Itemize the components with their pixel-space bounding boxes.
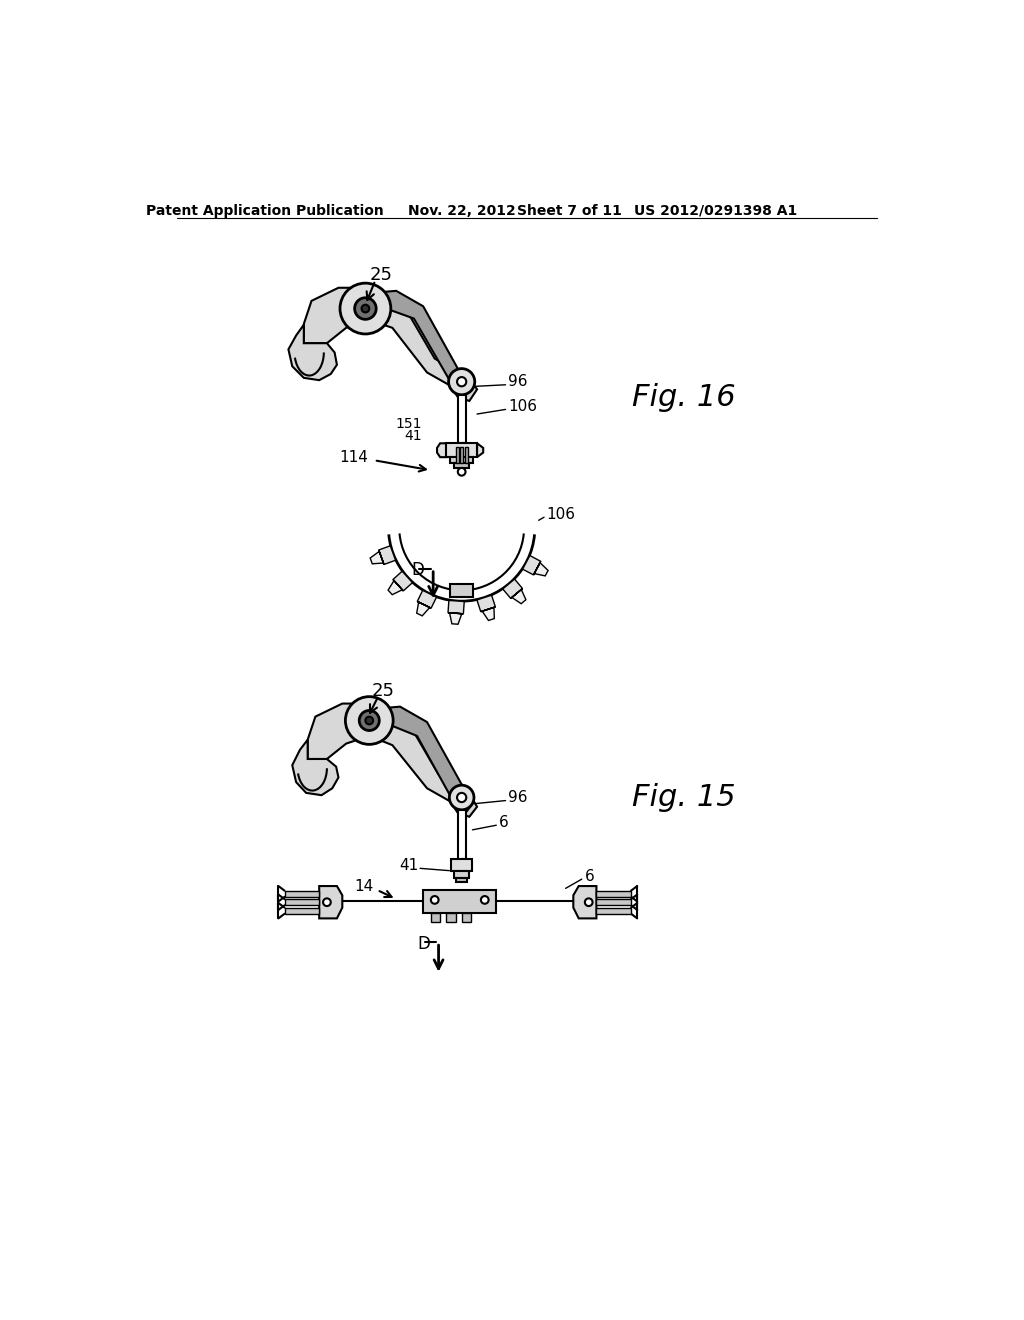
Polygon shape bbox=[370, 290, 469, 396]
Bar bbox=[457, 878, 467, 882]
Polygon shape bbox=[292, 739, 339, 795]
Bar bbox=[431, 913, 440, 923]
Circle shape bbox=[450, 785, 474, 809]
Polygon shape bbox=[511, 589, 526, 603]
Polygon shape bbox=[373, 706, 473, 813]
Bar bbox=[451, 457, 473, 463]
Polygon shape bbox=[596, 899, 631, 906]
Bar bbox=[454, 463, 469, 469]
Text: Sheet 7 of 11: Sheet 7 of 11 bbox=[517, 203, 622, 218]
Circle shape bbox=[323, 899, 331, 906]
Circle shape bbox=[354, 298, 376, 319]
Circle shape bbox=[345, 697, 393, 744]
Circle shape bbox=[481, 896, 488, 904]
Polygon shape bbox=[503, 579, 522, 598]
Polygon shape bbox=[307, 704, 477, 817]
Polygon shape bbox=[388, 579, 403, 595]
Text: 25: 25 bbox=[370, 267, 392, 284]
Polygon shape bbox=[534, 561, 548, 576]
Text: D: D bbox=[418, 935, 431, 953]
Bar bbox=[458, 810, 466, 859]
Text: 96: 96 bbox=[508, 789, 527, 805]
Circle shape bbox=[457, 378, 466, 387]
Text: 106: 106 bbox=[547, 507, 575, 521]
Circle shape bbox=[458, 469, 466, 475]
Polygon shape bbox=[370, 550, 384, 565]
Polygon shape bbox=[477, 595, 496, 611]
Text: 151: 151 bbox=[395, 417, 422, 432]
Polygon shape bbox=[285, 899, 319, 906]
Text: Fig. 16: Fig. 16 bbox=[632, 383, 735, 412]
Polygon shape bbox=[449, 612, 464, 624]
Circle shape bbox=[340, 284, 391, 334]
Bar bbox=[451, 859, 472, 871]
Polygon shape bbox=[417, 602, 431, 616]
Polygon shape bbox=[596, 891, 631, 896]
Polygon shape bbox=[393, 572, 413, 591]
Polygon shape bbox=[319, 886, 342, 919]
Text: 6: 6 bbox=[499, 814, 508, 830]
Polygon shape bbox=[522, 556, 541, 576]
Circle shape bbox=[457, 793, 466, 803]
Bar bbox=[456, 447, 459, 462]
Text: 41: 41 bbox=[399, 858, 419, 873]
Polygon shape bbox=[285, 908, 319, 913]
Text: 14: 14 bbox=[354, 879, 373, 894]
Bar bbox=[458, 395, 466, 444]
Polygon shape bbox=[480, 607, 496, 620]
Polygon shape bbox=[285, 891, 319, 896]
Bar bbox=[465, 447, 468, 462]
Circle shape bbox=[585, 899, 593, 906]
Circle shape bbox=[431, 896, 438, 904]
Polygon shape bbox=[289, 325, 337, 380]
Bar bbox=[446, 444, 477, 457]
Bar bbox=[462, 913, 471, 923]
Text: 25: 25 bbox=[372, 682, 394, 700]
Bar bbox=[460, 447, 463, 462]
Text: 6: 6 bbox=[585, 869, 595, 883]
Bar bbox=[446, 913, 456, 923]
Circle shape bbox=[449, 368, 475, 395]
Text: Fig. 15: Fig. 15 bbox=[632, 783, 735, 812]
Text: Nov. 22, 2012: Nov. 22, 2012 bbox=[408, 203, 515, 218]
Polygon shape bbox=[449, 601, 464, 614]
Polygon shape bbox=[379, 545, 395, 565]
Polygon shape bbox=[596, 908, 631, 913]
Polygon shape bbox=[573, 886, 596, 919]
Polygon shape bbox=[437, 444, 446, 457]
Circle shape bbox=[366, 717, 373, 725]
Text: 96: 96 bbox=[508, 374, 527, 389]
Polygon shape bbox=[417, 590, 436, 609]
Text: 106: 106 bbox=[508, 399, 537, 414]
Text: D: D bbox=[412, 561, 425, 579]
Text: US 2012/0291398 A1: US 2012/0291398 A1 bbox=[634, 203, 798, 218]
Circle shape bbox=[359, 710, 379, 730]
Bar bbox=[423, 890, 497, 913]
Polygon shape bbox=[477, 444, 483, 457]
Circle shape bbox=[361, 305, 370, 313]
Text: Patent Application Publication: Patent Application Publication bbox=[146, 203, 384, 218]
Text: 114: 114 bbox=[339, 450, 368, 465]
Bar bbox=[454, 871, 469, 878]
Polygon shape bbox=[304, 288, 477, 401]
Text: 41: 41 bbox=[404, 429, 422, 442]
Bar bbox=[451, 585, 473, 597]
